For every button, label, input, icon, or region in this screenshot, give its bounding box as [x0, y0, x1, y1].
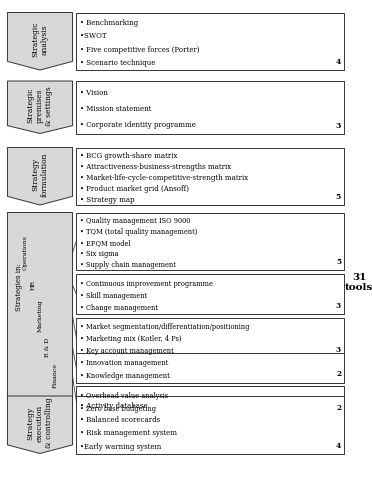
Polygon shape	[76, 352, 344, 382]
Polygon shape	[76, 212, 344, 270]
Text: 5: 5	[336, 193, 341, 201]
Text: • Marketing mix (Kotler, 4 Ps): • Marketing mix (Kotler, 4 Ps)	[80, 335, 182, 343]
Polygon shape	[76, 396, 344, 454]
Text: • EFQM model: • EFQM model	[80, 239, 131, 247]
Text: 4: 4	[336, 442, 341, 450]
Text: • Activity database: • Activity database	[80, 402, 148, 410]
Text: • Supply chain management: • Supply chain management	[80, 260, 176, 268]
Polygon shape	[7, 396, 73, 454]
Text: • Change management: • Change management	[80, 304, 158, 312]
Polygon shape	[7, 148, 73, 205]
Polygon shape	[76, 318, 344, 358]
Text: • TQM (total quality management): • TQM (total quality management)	[80, 228, 198, 236]
Text: • Six sigma: • Six sigma	[80, 250, 119, 258]
Polygon shape	[76, 274, 344, 314]
Text: R & D: R & D	[45, 338, 50, 357]
Text: • Benchmarking: • Benchmarking	[80, 18, 138, 26]
Polygon shape	[76, 12, 344, 70]
Text: • Product market grid (Ansoff): • Product market grid (Ansoff)	[80, 185, 189, 193]
Polygon shape	[76, 148, 344, 205]
Polygon shape	[76, 386, 344, 416]
Text: 2: 2	[336, 370, 341, 378]
Text: • Corporate identity programme: • Corporate identity programme	[80, 122, 196, 130]
Text: • Vision: • Vision	[80, 88, 108, 96]
Text: • Quality management ISO 9000: • Quality management ISO 9000	[80, 218, 190, 226]
Text: Finance: Finance	[52, 364, 58, 388]
Text: Strategic
analysis: Strategic analysis	[31, 22, 49, 58]
Text: • Risk management system: • Risk management system	[80, 429, 177, 437]
Text: 2: 2	[336, 404, 341, 412]
Text: • Market segmentation/differentiation/positioning: • Market segmentation/differentiation/po…	[80, 323, 249, 331]
Text: • BCG growth-share matrix: • BCG growth-share matrix	[80, 152, 177, 160]
Polygon shape	[7, 81, 73, 134]
Text: • Skill management: • Skill management	[80, 292, 147, 300]
Text: 3: 3	[336, 122, 341, 130]
Text: • Knowledge management: • Knowledge management	[80, 372, 170, 380]
Text: • Attractiveness-business-strengths matrix: • Attractiveness-business-strengths matr…	[80, 163, 231, 171]
Text: 4: 4	[336, 58, 341, 66]
Text: • Balanced scorecards: • Balanced scorecards	[80, 416, 160, 424]
Polygon shape	[7, 12, 73, 70]
Text: HR: HR	[30, 280, 35, 290]
Text: • Strategy map: • Strategy map	[80, 196, 135, 203]
Text: 31
tools: 31 tools	[345, 273, 372, 292]
Text: 5: 5	[336, 258, 341, 266]
Text: • Market-life-cycle-competitive-strength matrix: • Market-life-cycle-competitive-strength…	[80, 174, 248, 182]
Text: Strategic
premises
& settings: Strategic premises & settings	[27, 86, 53, 126]
Text: 3: 3	[336, 302, 341, 310]
Text: • Key account management: • Key account management	[80, 348, 174, 356]
Text: Strategies in:: Strategies in:	[15, 264, 23, 312]
Text: Strategy
formulation: Strategy formulation	[31, 152, 49, 197]
Text: • Continuous improvement programme: • Continuous improvement programme	[80, 280, 213, 287]
Text: • Scenario technique: • Scenario technique	[80, 59, 155, 67]
Polygon shape	[76, 81, 344, 134]
Text: • Zero base budgeting: • Zero base budgeting	[80, 406, 156, 413]
Text: • Innovation management: • Innovation management	[80, 358, 169, 366]
Text: Marketing: Marketing	[38, 300, 43, 332]
Text: •Early warning system: •Early warning system	[80, 443, 161, 451]
Polygon shape	[7, 212, 73, 410]
Text: • Five competitive forces (Porter): • Five competitive forces (Porter)	[80, 46, 199, 54]
Text: 3: 3	[336, 346, 341, 354]
Text: Operations: Operations	[23, 235, 28, 270]
Text: • Mission statement: • Mission statement	[80, 105, 151, 113]
Text: Strategy
execution
& controlling: Strategy execution & controlling	[27, 398, 53, 448]
Text: • Overhead value analysis: • Overhead value analysis	[80, 392, 168, 400]
Text: •SWOT: •SWOT	[80, 32, 107, 40]
